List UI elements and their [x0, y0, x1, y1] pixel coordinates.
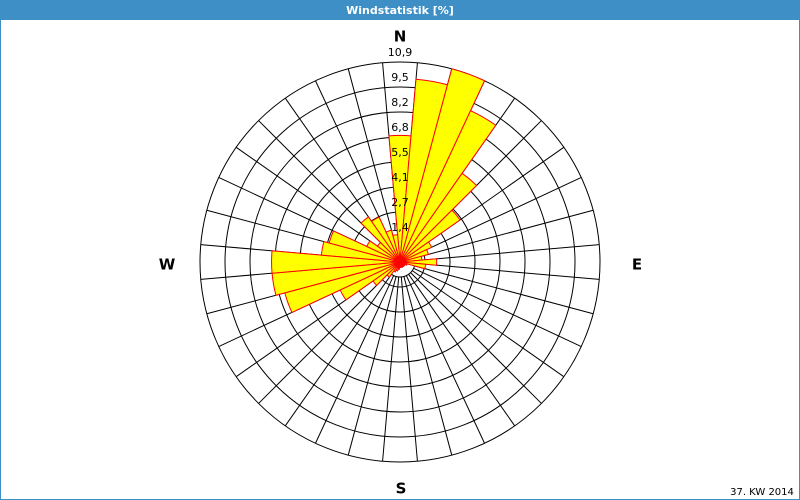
spoke — [413, 177, 582, 257]
spoke — [414, 209, 594, 259]
spoke — [347, 68, 397, 248]
sector — [399, 209, 461, 263]
grid-ring — [249, 111, 551, 413]
spoke — [413, 267, 582, 347]
r-tick-label: 6,8 — [391, 121, 409, 134]
compass-label: E — [632, 256, 642, 274]
sector — [360, 216, 401, 263]
spoke — [347, 276, 397, 456]
spoke — [284, 274, 392, 427]
sector — [399, 172, 478, 263]
sector — [399, 68, 486, 263]
r-tick-label: 2,7 — [391, 196, 409, 209]
footer: 37. KW 2014 — [730, 487, 794, 498]
compass-label: S — [396, 480, 407, 498]
sector — [392, 234, 401, 263]
sector — [370, 216, 401, 263]
spoke — [412, 270, 565, 378]
r-tick-label: 4,1 — [391, 171, 409, 184]
sector — [399, 241, 433, 263]
title-bar — [0, 0, 800, 20]
spoke — [400, 276, 418, 462]
r-tick-label: 8,2 — [391, 96, 409, 109]
grid-ring — [224, 86, 576, 438]
spoke — [414, 262, 600, 280]
chart-title: Windstatistik [%] — [346, 4, 454, 17]
sector — [399, 258, 438, 266]
r-tick-label: 5,5 — [391, 146, 409, 159]
sector — [385, 229, 401, 263]
spoke — [235, 146, 388, 254]
spoke — [382, 276, 400, 462]
spoke — [403, 276, 453, 456]
sector — [271, 250, 401, 274]
r-tick-label: 1,4 — [391, 221, 409, 234]
sector — [399, 248, 429, 263]
sector — [399, 110, 497, 263]
spoke — [408, 274, 516, 427]
grid-ring — [199, 61, 601, 463]
compass-label: N — [394, 28, 407, 46]
compass-label: W — [159, 256, 176, 274]
r-tick-label: 9,5 — [391, 71, 409, 84]
spoke — [410, 272, 542, 404]
spoke — [414, 265, 594, 315]
r-tick-label: 10,9 — [388, 46, 413, 59]
spoke — [414, 244, 600, 262]
spoke — [315, 275, 395, 444]
spoke — [405, 275, 485, 444]
spoke — [258, 272, 390, 404]
